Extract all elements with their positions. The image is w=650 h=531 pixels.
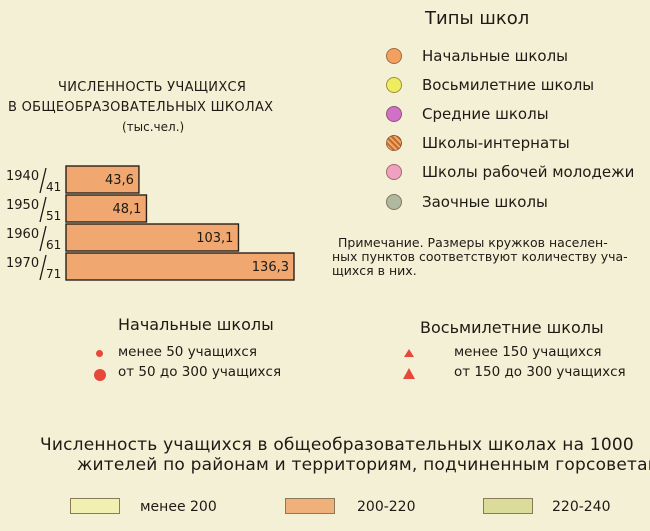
legend-label: Средние школы <box>422 105 549 123</box>
pink-circle-icon <box>386 164 402 180</box>
year-slash-1950 <box>39 196 47 223</box>
hatched-circle-icon <box>386 135 402 151</box>
legend-label: Начальные школы <box>422 47 568 65</box>
bar-1960 <box>65 223 240 252</box>
year-label-1940: 1940 <box>6 169 39 184</box>
chart-unit: (тыс.чел.) <box>122 120 185 134</box>
bar-1950 <box>65 194 148 223</box>
chart-title-line2: В ОБЩЕОБРАЗОВАТЕЛЬНЫХ ШКОЛАХ <box>8 100 274 115</box>
year-slash-1970 <box>39 254 47 281</box>
note-line2: ных пунктов соответствуют количеству уча… <box>332 249 628 264</box>
bar-1970 <box>65 252 295 281</box>
year-sub-label-1970: 71 <box>46 267 61 281</box>
large-red-dot-icon <box>94 369 106 381</box>
year-slash-1940 <box>39 167 47 194</box>
small-red-triangle-icon <box>404 349 414 357</box>
types-legend-title: Типы школ <box>425 8 530 29</box>
note-line3: щихся в них. <box>332 263 417 278</box>
density-title-line1: Численность учащихся в общеобразовательн… <box>40 435 634 455</box>
legend-label: Заочные школы <box>422 193 548 211</box>
density-swatch-low <box>70 498 120 514</box>
large-red-triangle-icon <box>403 368 415 379</box>
primary-small-label: менее 50 учащихся <box>118 344 257 360</box>
legend-label: Школы-интернаты <box>422 134 570 152</box>
eight-large-label: от 150 до 300 учащихся <box>454 364 626 380</box>
legend-label: Восьмилетние школы <box>422 76 595 94</box>
year-label-1960: 1960 <box>6 227 39 242</box>
note-line1: Примечание. Размеры кружков населен- <box>338 235 608 250</box>
value-label-1960: 103,1 <box>196 231 233 246</box>
density-label-low: менее 200 <box>140 499 217 515</box>
value-label-1970: 136,3 <box>252 260 289 275</box>
year-slash-1960 <box>39 225 47 252</box>
chart-title-line1: ЧИСЛЕННОСТЬ УЧАЩИХСЯ <box>58 80 247 95</box>
density-swatch-mid <box>285 498 335 514</box>
small-red-dot-icon <box>96 350 103 357</box>
eight-year-schools-title: Восьмилетние школы <box>420 318 604 337</box>
year-sub-label-1940: 41 <box>46 180 61 194</box>
legend-label: Школы рабочей молодежи <box>422 163 635 181</box>
bar-1940 <box>65 165 140 194</box>
enrollment-bar-chart: 1940 41 43,6 1950 51 48,1 1960 61 103,1 1970 71 136… <box>6 165 295 281</box>
year-sub-label-1950: 51 <box>46 209 61 223</box>
yellow-circle-icon <box>386 77 402 93</box>
purple-circle-icon <box>386 106 402 122</box>
primary-schools-title: Начальные школы <box>118 315 274 334</box>
orange-circle-icon <box>386 48 402 64</box>
year-label-1970: 1970 <box>6 256 39 271</box>
year-label-1950: 1950 <box>6 198 39 213</box>
value-label-1940: 43,6 <box>105 173 134 188</box>
gray-circle-icon <box>386 194 402 210</box>
value-label-1950: 48,1 <box>113 202 142 217</box>
density-label-high: 220-240 <box>552 499 611 515</box>
eight-small-label: менее 150 учащихся <box>454 344 602 360</box>
density-swatch-high <box>483 498 533 514</box>
density-label-mid: 200-220 <box>357 499 416 515</box>
primary-large-label: от 50 до 300 учащихся <box>118 364 282 380</box>
year-sub-label-1960: 61 <box>46 238 61 252</box>
density-title-line2: жителей по районам и территориям, подчин… <box>77 455 650 475</box>
